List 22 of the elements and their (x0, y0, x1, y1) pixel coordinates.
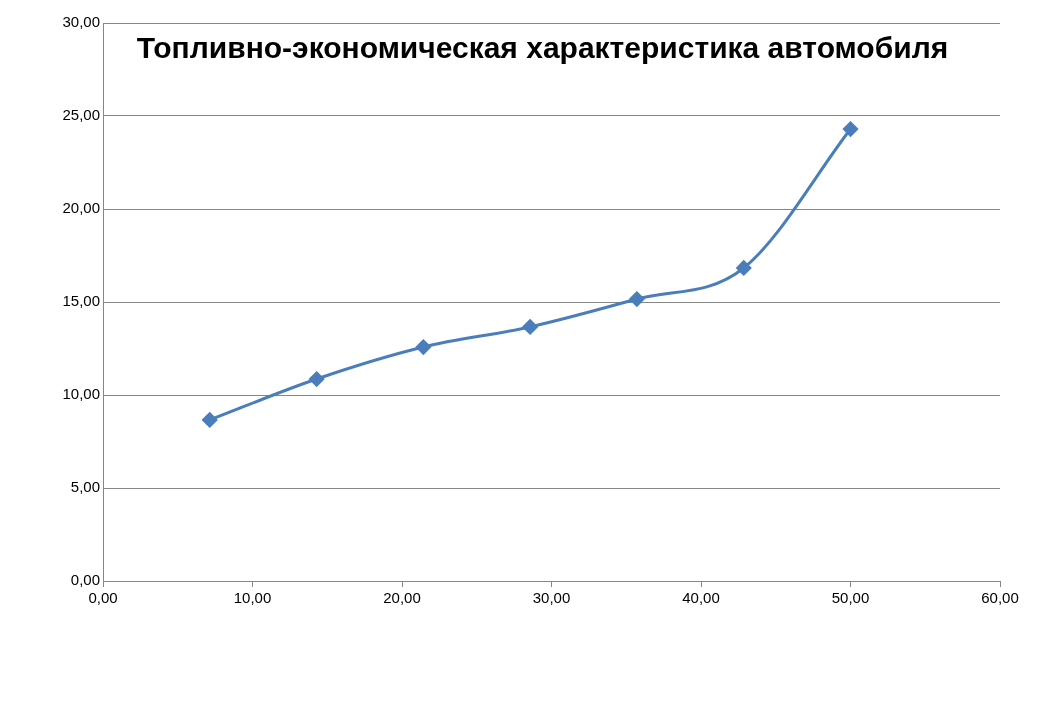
y-tick-label: 0,00 (70, 571, 100, 589)
point (415, 339, 431, 355)
point (202, 412, 218, 428)
point (309, 371, 325, 387)
x-tick-label: 0,00 (88, 589, 118, 607)
y-tick-label: 5,00 (70, 478, 100, 496)
x-tick-label: 30,00 (532, 589, 571, 607)
x-tick-label: 10,00 (233, 589, 272, 607)
y-tick-label: 15,00 (62, 292, 100, 310)
x-tick-label: 60,00 (981, 589, 1019, 607)
x-tick-label: 40,00 (682, 589, 720, 607)
y-tick-label: 20,00 (62, 199, 100, 217)
point (629, 291, 645, 307)
x-tick-label: 50,00 (831, 589, 870, 607)
x-tick-label: 20,00 (383, 589, 421, 607)
y-tick-label: 25,00 (62, 106, 100, 124)
point (843, 121, 858, 137)
chart-title: Топливно-экономическая характеристика автомобиля (136, 31, 949, 65)
y-tick-label: 30,00 (62, 13, 100, 31)
point (522, 319, 538, 335)
point (736, 260, 752, 276)
y-tick-label: 10,00 (62, 385, 100, 403)
